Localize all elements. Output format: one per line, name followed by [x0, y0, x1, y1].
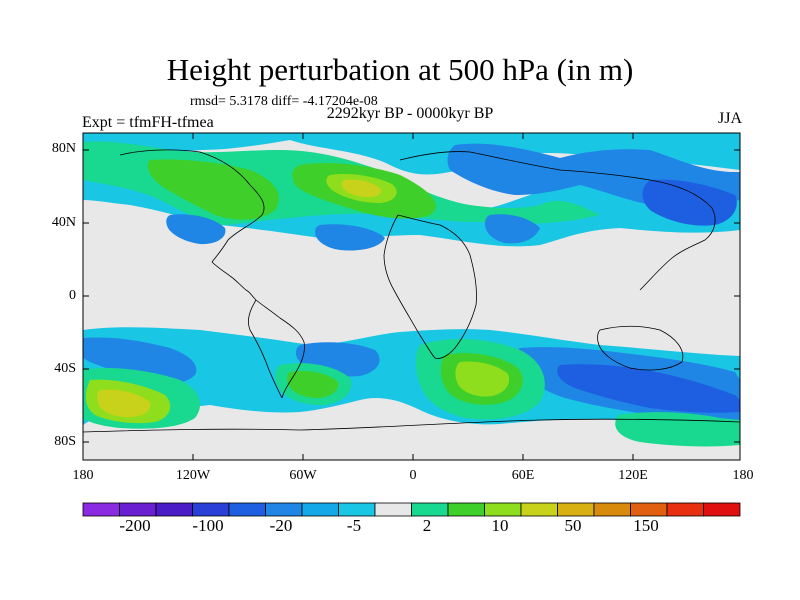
colorbar-box-11	[484, 502, 522, 517]
lon-tick-120e: 120E	[618, 468, 648, 483]
experiment-label: Expt = tfmFH-tfmea	[82, 114, 214, 131]
contour-indian-ocean-blue	[557, 364, 740, 413]
coast-eurasia	[399, 151, 716, 291]
map-title: Height perturbation at 500 hPa (in m)	[166, 52, 634, 87]
colorbar-box-8	[374, 502, 412, 517]
coast-australia	[597, 325, 684, 371]
lon-tick-60e: 60E	[511, 468, 535, 483]
coast-south-america-west	[248, 299, 283, 399]
colorbar-box-0	[82, 502, 120, 517]
colorbar-box-12	[520, 502, 558, 517]
coast-africa-east	[397, 214, 477, 359]
colorbar-box-16	[666, 502, 704, 517]
colorbar-label-minus200: -200	[119, 516, 151, 535]
coast-south-america	[255, 299, 305, 399]
coastlines	[83, 149, 740, 433]
colorbar-box-7	[338, 502, 376, 517]
colorbar-box-13	[557, 502, 595, 517]
coast-antarctica	[83, 418, 740, 433]
lat-tick-0: 0	[69, 288, 76, 303]
colorbar-label-minus100: -100	[192, 516, 224, 535]
lon-tick-180w: 180	[72, 468, 94, 483]
contour-america-lime	[147, 159, 279, 220]
colorbar	[82, 502, 741, 517]
colorbar-box-3	[192, 502, 230, 517]
period-label: 2292kyr BP - 0000kyr BP	[326, 105, 494, 122]
lat-tick-40n: 40N	[51, 215, 76, 230]
colorbar-label-minus5: -5	[346, 516, 362, 535]
contour-atlantic-midblue	[315, 224, 385, 251]
colorbar-box-1	[119, 502, 157, 517]
contour-south-africa-yellowgreen	[455, 361, 510, 397]
colorbar-box-6	[301, 502, 339, 517]
colorbar-box-10	[447, 502, 485, 517]
lon-tick-180e: 180	[732, 468, 754, 483]
colorbar-label-150: 150	[633, 516, 659, 535]
contour-sw-pacific-yellow	[97, 389, 151, 418]
stats-line: rmsd= 5.3178 diff= -4.17204e-08	[190, 94, 378, 109]
colorbar-box-9	[411, 502, 449, 517]
colorbar-box-14	[593, 502, 631, 517]
lon-tick-0: 0	[409, 468, 417, 483]
lon-tick-120w: 120W	[175, 468, 211, 483]
contour-south-pacific-midblue	[83, 337, 197, 384]
colorbar-box-15	[630, 502, 668, 517]
colorbar-label-10: 10	[491, 516, 509, 535]
contour-asia-blue	[642, 179, 737, 226]
colorbar-box-4	[228, 502, 266, 517]
lat-tick-80s: 80S	[54, 434, 76, 449]
contour-mideast-midblue	[485, 214, 540, 244]
lat-tick-40s: 40S	[54, 361, 76, 376]
lat-tick-80n: 80N	[51, 141, 76, 156]
contour-argentina-lime	[286, 371, 339, 398]
contour-pacific-midblue	[166, 214, 226, 245]
lon-tick-60w: 60W	[289, 468, 317, 483]
colorbar-box-17	[703, 502, 741, 517]
colorbar-label-2: 2	[422, 516, 432, 535]
contour-atlantic-yellow	[341, 179, 382, 198]
colorbar-label-minus20: -20	[269, 516, 293, 535]
contour-field	[83, 133, 740, 460]
coast-north-america	[119, 149, 265, 301]
season-label: JJA	[717, 110, 742, 127]
colorbar-box-2	[155, 502, 193, 517]
coast-africa-west	[383, 214, 436, 359]
axis-ticks	[83, 133, 740, 460]
contour-arctic-cyan	[83, 133, 740, 175]
colorbar-box-5	[265, 502, 303, 517]
colorbar-label-50: 50	[564, 516, 582, 535]
